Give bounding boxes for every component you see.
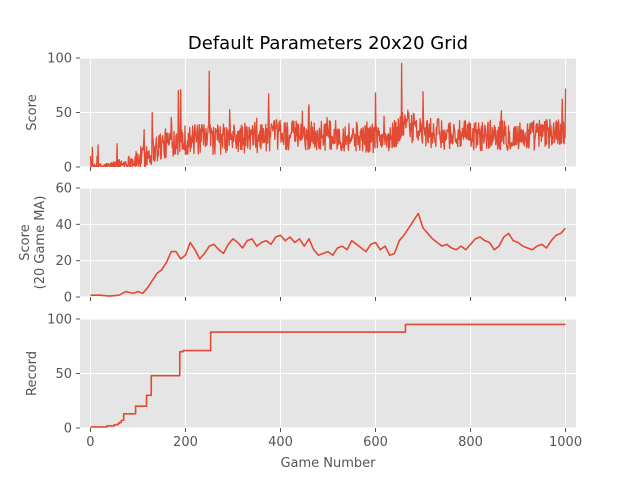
y-tick-label: 0 [64, 422, 72, 437]
y-axis-label: Record [25, 351, 40, 396]
x-tick-label: 0 [86, 435, 94, 450]
y-tick-label: 60 [55, 182, 72, 197]
y-tick-label: 0 [64, 291, 72, 306]
y-tick-label: 20 [55, 254, 72, 269]
series-line-1 [89, 62, 567, 167]
y-tick-label: 100 [47, 313, 72, 328]
y-tick-label: 100 [47, 52, 72, 67]
x-tick-label: 600 [363, 435, 388, 450]
y-axis-label: Score [18, 224, 33, 260]
x-tick-label: 800 [458, 435, 483, 450]
x-tick-label: 200 [173, 435, 198, 450]
y-tick-label: 50 [55, 367, 72, 382]
plot-area [80, 188, 576, 297]
x-axis-label: Game Number [280, 456, 376, 471]
subplot-3: 0 200 400 600 800 1000 0 50 100 Record [25, 313, 582, 451]
x-tick-label: 400 [268, 435, 293, 450]
series-line-1 [90, 212, 567, 297]
series-line-1 [90, 323, 566, 428]
subplot-2: 0 20 40 60 Score (20 Game MA) [18, 182, 576, 306]
y-tick-label: 40 [55, 218, 72, 233]
figure-title: Default Parameters 20x20 Grid [188, 33, 468, 54]
x-tick-label: 1000 [549, 435, 582, 450]
subplot-1: 0 50 100 Score [25, 52, 576, 176]
y-tick-label: 50 [55, 106, 72, 121]
y-tick-label: 0 [64, 161, 72, 176]
y-axis-label-line-2: (20 Game MA) [33, 196, 48, 290]
y-axis-label: Score [25, 94, 40, 130]
